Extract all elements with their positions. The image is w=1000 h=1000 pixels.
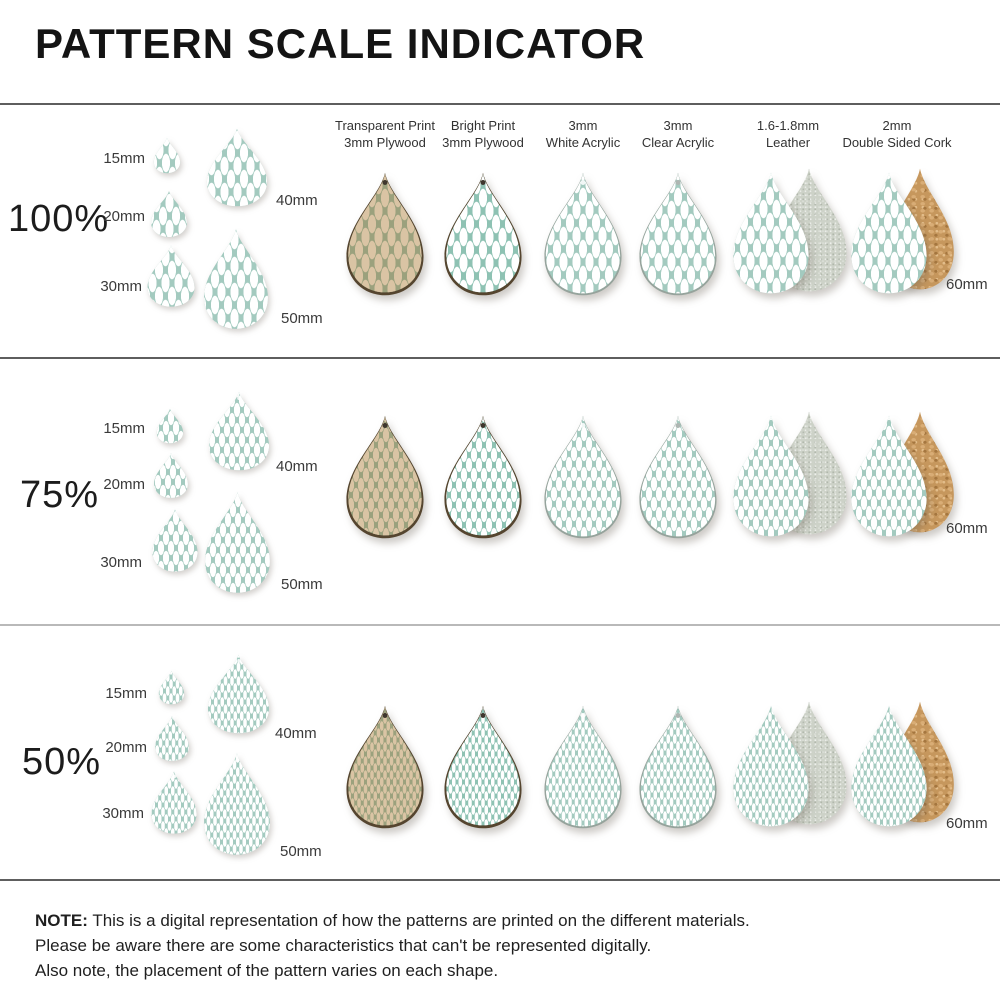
teardrop-transparent-plywood	[344, 413, 426, 541]
size-label-50mm: 50mm	[281, 310, 323, 327]
header-clear-acrylic: 3mm Clear Acrylic	[641, 118, 715, 150]
hang-hole	[382, 712, 388, 718]
teardrop-bright-plywood	[442, 170, 524, 298]
hang-hole	[172, 774, 176, 779]
hang-hole	[235, 133, 239, 137]
teardrop-cork-front	[849, 170, 929, 296]
hang-hole	[236, 659, 241, 663]
size-label-50mm: 50mm	[281, 576, 323, 593]
teardrop-30mm	[151, 508, 199, 573]
separator-line	[0, 357, 1000, 359]
teardrop-50mm	[202, 751, 272, 857]
teardrop-bright-plywood	[442, 413, 524, 541]
hang-hole	[237, 396, 241, 400]
teardrop-clear-acrylic	[637, 703, 719, 831]
size-label-30mm: 30mm	[100, 554, 142, 571]
hang-hole	[675, 422, 681, 428]
teardrop-50mm	[202, 227, 270, 331]
hang-hole	[234, 234, 238, 239]
teardrop-white-acrylic	[542, 170, 624, 298]
hang-hole	[580, 712, 586, 718]
size-label-20mm: 20mm	[103, 476, 145, 493]
size-label-50mm: 50mm	[280, 843, 322, 860]
header-leather: 1.6-1.8mm Leather	[756, 118, 820, 150]
size-label-40mm: 40mm	[276, 458, 318, 475]
hang-hole	[382, 179, 388, 185]
teardrop-leather-front	[731, 170, 811, 296]
teardrop-20mm	[150, 190, 188, 238]
teardrop-15mm	[158, 670, 185, 705]
header-white-acrylic: 3mm White Acrylic	[545, 118, 621, 150]
header-transparent-plywood: Transparent Print 3mm Plywood	[335, 118, 435, 150]
scale-label-50: 50%	[22, 741, 102, 783]
teardrop-20mm	[153, 452, 189, 499]
teardrop-30mm	[150, 770, 198, 835]
teardrop-15mm	[153, 137, 181, 174]
note-block: NOTE: This is a digital representation o…	[35, 908, 750, 983]
note-line-2: Please be aware there are some character…	[35, 936, 652, 955]
hang-hole	[480, 179, 486, 185]
size-label-60mm: 60mm	[946, 520, 988, 537]
teardrop-white-acrylic	[542, 703, 624, 831]
size-label-20mm: 20mm	[105, 739, 147, 756]
size-label-15mm: 15mm	[105, 685, 147, 702]
size-label-30mm: 30mm	[102, 805, 144, 822]
teardrop-40mm	[207, 390, 271, 472]
row-50-percent: 50% 15mm 20mm 30mm 40mm 50mm 60mm	[0, 625, 1000, 880]
teardrop-leather-front	[731, 413, 811, 539]
row-100-percent: 100% 15mm 20mm 30mm 40mm 50mm 60mm Trans…	[0, 104, 1000, 358]
note-line-3: Also note, the placement of the pattern …	[35, 961, 499, 980]
teardrop-transparent-plywood	[344, 170, 426, 298]
separator-line	[0, 624, 1000, 626]
page-title: PATTERN SCALE INDICATOR	[35, 20, 646, 67]
size-label-15mm: 15mm	[103, 420, 145, 437]
size-label-20mm: 20mm	[103, 208, 145, 225]
hang-hole	[382, 422, 388, 428]
teardrop-clear-acrylic	[637, 170, 719, 298]
teardrop-clear-acrylic	[637, 413, 719, 541]
teardrop-50mm	[203, 490, 272, 595]
row-75-percent: 75% 15mm 20mm 30mm 40mm 50mm 60mm	[0, 358, 1000, 625]
teardrop-cork-front	[849, 703, 929, 829]
teardrop-bright-plywood	[442, 703, 524, 831]
hang-hole	[675, 179, 681, 185]
teardrop-40mm	[205, 127, 269, 208]
teardrop-40mm	[206, 653, 271, 735]
size-label-15mm: 15mm	[103, 150, 145, 167]
scale-label-75: 75%	[20, 474, 100, 516]
hang-hole	[480, 712, 486, 718]
size-label-60mm: 60mm	[946, 276, 988, 293]
teardrop-white-acrylic	[542, 413, 624, 541]
teardrop-cork-front	[849, 413, 929, 539]
note-label: NOTE:	[35, 911, 88, 930]
teardrop-leather-back	[769, 166, 849, 294]
teardrop-15mm	[156, 408, 184, 444]
size-label-60mm: 60mm	[946, 815, 988, 832]
hang-hole	[235, 497, 240, 502]
header-cork: 2mm Double Sided Cork	[842, 118, 952, 150]
teardrop-30mm	[146, 244, 196, 308]
teardrop-leather-front	[731, 703, 811, 829]
hang-hole	[235, 758, 239, 763]
teardrop-transparent-plywood	[344, 703, 426, 831]
hang-hole	[169, 248, 173, 253]
hang-hole	[480, 422, 486, 428]
scale-label-100: 100%	[8, 198, 110, 240]
hang-hole	[580, 179, 586, 185]
size-label-40mm: 40mm	[275, 725, 317, 742]
hang-hole	[675, 712, 681, 718]
size-label-40mm: 40mm	[276, 192, 318, 209]
hang-hole	[173, 512, 177, 517]
teardrop-20mm	[154, 715, 190, 762]
separator-line	[0, 103, 1000, 105]
hang-hole	[580, 422, 586, 428]
note-line-1: NOTE: This is a digital representation o…	[35, 911, 750, 930]
separator-line	[0, 879, 1000, 881]
size-label-30mm: 30mm	[100, 278, 142, 295]
header-bright-plywood: Bright Print 3mm Plywood	[442, 118, 524, 150]
